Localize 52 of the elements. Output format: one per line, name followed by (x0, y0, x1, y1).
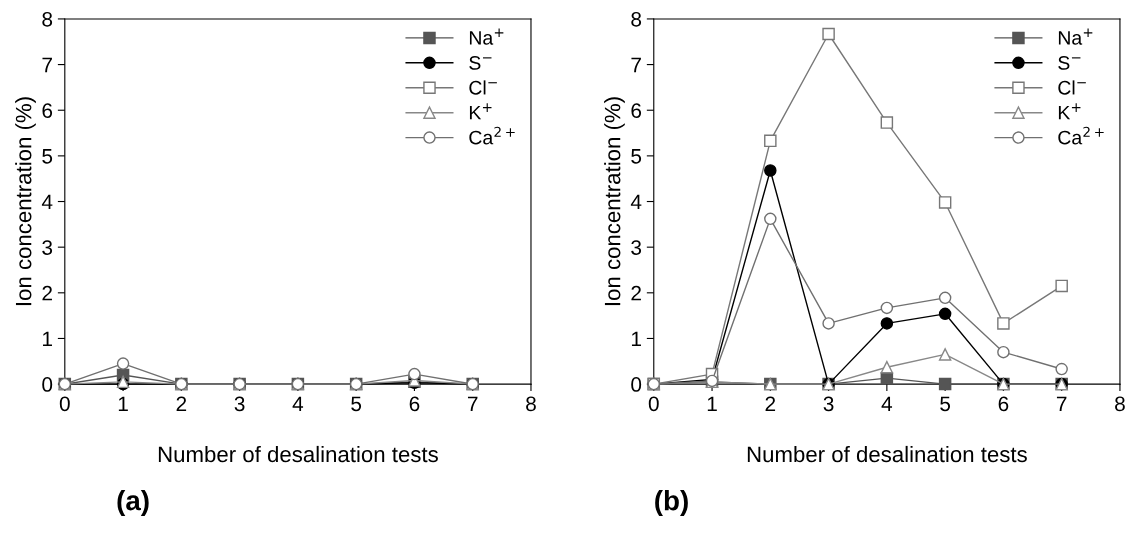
legend-label: Ca$^{2+}$ (1058, 126, 1104, 145)
y-tick-label: 5 (631, 149, 642, 164)
y-tick-label: 2 (42, 285, 52, 301)
legend-label: S$^{−}$ (1058, 56, 1081, 70)
text: (a) (117, 490, 149, 516)
text: (b) (655, 490, 688, 516)
x-tick-label: 6 (998, 396, 1009, 412)
y-tick-label: 8 (631, 11, 642, 27)
legend-label: S$^{−}$ (469, 56, 492, 70)
x-tick-label: 6 (409, 396, 420, 412)
y-tick-label: 3 (42, 240, 53, 255)
y-tick-label: 8 (42, 11, 53, 27)
x-tick-label: 7 (1056, 396, 1067, 412)
x-tick-label: 1 (707, 396, 717, 412)
x-tick-label: 3 (234, 396, 245, 412)
x-tick-label: 1 (118, 396, 128, 412)
legend-label: Na$^{+}$ (469, 28, 504, 45)
y-tick-label: 4 (41, 194, 53, 210)
x-axis-title: Number of desalination tests (747, 445, 1027, 463)
x-axis-title: Number of desalination tests (158, 445, 438, 463)
x-tick-label: 8 (526, 396, 536, 412)
x-tick-label: 5 (940, 396, 951, 412)
y-tick-label: 0 (631, 377, 642, 392)
x-tick-label: 4 (292, 396, 304, 412)
y-tick-label: 7 (42, 57, 52, 73)
x-tick-label: 0 (59, 396, 70, 412)
legend-label: Ca$^{2+}$ (469, 126, 515, 145)
x-tick-label: 3 (823, 396, 834, 412)
legend-label: K$^{+}$ (1058, 103, 1081, 120)
x-tick-label: 5 (351, 396, 362, 412)
legend-label: Cl$^{−}$ (1058, 80, 1086, 95)
x-tick-label: 2 (765, 396, 776, 412)
y-tick-label: 3 (631, 240, 642, 255)
y-tick-label: 6 (42, 103, 53, 118)
y-axis-title: Ion concentration (%) (604, 97, 625, 306)
y-axis-title: Ion concentration (%) (15, 97, 36, 306)
x-tick-label: 4 (881, 396, 893, 412)
y-tick-label: 6 (631, 103, 642, 118)
y-tick-label: 1 (43, 331, 52, 347)
x-tick-label: 7 (467, 396, 478, 412)
y-tick-label: 1 (631, 331, 641, 347)
legend-label: Na$^{+}$ (1058, 28, 1093, 45)
legend-label: K$^{+}$ (469, 103, 492, 120)
y-tick-label: 0 (42, 377, 53, 392)
y-tick-label: 7 (631, 57, 641, 73)
legend-label: Cl$^{−}$ (469, 80, 497, 95)
x-tick-label: 8 (1115, 396, 1125, 412)
y-tick-label: 5 (42, 149, 53, 164)
x-tick-label: 0 (648, 396, 659, 412)
y-tick-label: 4 (630, 194, 642, 210)
y-tick-label: 2 (631, 285, 641, 301)
x-tick-label: 2 (176, 396, 187, 412)
